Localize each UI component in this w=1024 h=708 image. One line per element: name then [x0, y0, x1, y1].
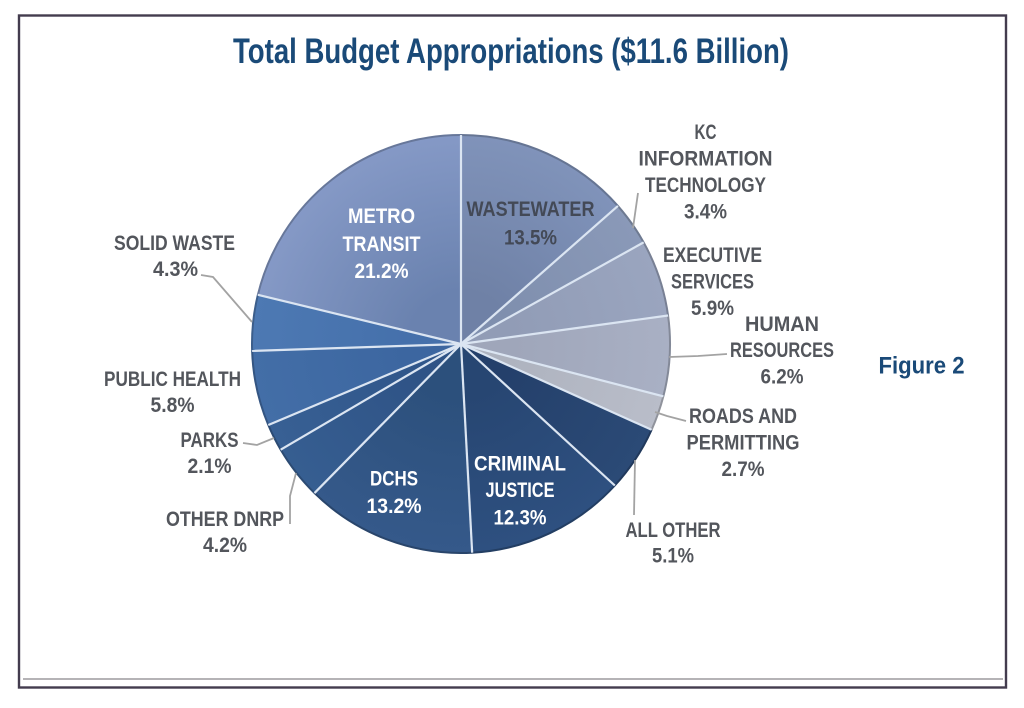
svg-text:Figure 2: Figure 2: [879, 353, 965, 380]
svg-text:INFORMATION: INFORMATION: [639, 148, 773, 171]
svg-text:PUBLIC HEALTH: PUBLIC HEALTH: [104, 368, 241, 391]
svg-text:EXECUTIVE: EXECUTIVE: [663, 244, 762, 267]
svg-text:2.7%: 2.7%: [722, 458, 765, 481]
svg-text:5.8%: 5.8%: [151, 394, 195, 417]
svg-text:CRIMINAL: CRIMINAL: [474, 453, 566, 476]
svg-text:5.9%: 5.9%: [691, 297, 734, 320]
svg-text:5.1%: 5.1%: [652, 545, 694, 568]
svg-text:RESOURCES: RESOURCES: [730, 339, 834, 362]
svg-text:ALL OTHER: ALL OTHER: [626, 519, 721, 542]
svg-text:ROADS AND: ROADS AND: [689, 405, 797, 428]
svg-text:3.4%: 3.4%: [684, 201, 727, 224]
svg-text:TRANSIT: TRANSIT: [343, 233, 421, 256]
svg-text:4.2%: 4.2%: [203, 534, 247, 557]
svg-text:METRO: METRO: [348, 205, 415, 228]
svg-text:TECHNOLOGY: TECHNOLOGY: [645, 174, 766, 197]
svg-text:SOLID WASTE: SOLID WASTE: [114, 232, 235, 255]
svg-text:OTHER DNRP: OTHER DNRP: [166, 508, 284, 531]
svg-text:13.5%: 13.5%: [504, 227, 557, 250]
svg-text:HUMAN: HUMAN: [745, 313, 819, 336]
svg-text:Total Budget Appropriations ($: Total Budget Appropriations ($11.6 Billi…: [233, 32, 789, 71]
svg-text:DCHS: DCHS: [370, 468, 418, 491]
svg-text:SERVICES: SERVICES: [671, 271, 754, 294]
svg-text:WASTEWATER: WASTEWATER: [467, 198, 595, 221]
svg-text:13.2%: 13.2%: [367, 495, 422, 518]
svg-text:PARKS: PARKS: [181, 429, 239, 452]
svg-text:4.3%: 4.3%: [153, 258, 198, 281]
svg-text:12.3%: 12.3%: [494, 507, 547, 530]
svg-text:2.1%: 2.1%: [188, 455, 232, 478]
svg-text:JUSTICE: JUSTICE: [486, 479, 555, 502]
svg-text:6.2%: 6.2%: [761, 366, 804, 389]
svg-text:KC: KC: [695, 121, 717, 144]
svg-text:PERMITTING: PERMITTING: [687, 432, 800, 455]
svg-text:21.2%: 21.2%: [355, 260, 409, 283]
